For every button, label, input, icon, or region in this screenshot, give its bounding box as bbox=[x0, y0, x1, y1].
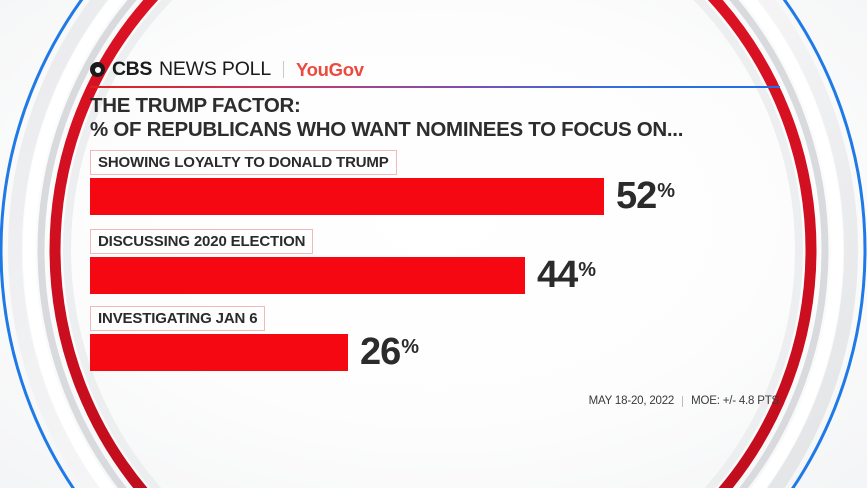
cbs-news-poll-header: CBS NEWS POLL YouGov bbox=[90, 58, 364, 80]
cbs-brand-text: CBS bbox=[112, 58, 152, 80]
page-title: THE TRUMP FACTOR: % OF REPUBLICANS WHO W… bbox=[90, 94, 684, 142]
bar-fill-1 bbox=[90, 178, 604, 215]
bar-label-2: DISCUSSING 2020 ELECTION bbox=[90, 229, 314, 254]
bar-row-3: 26 % bbox=[90, 331, 420, 374]
bar-row-2: 44 % bbox=[90, 254, 597, 297]
bar-fill-2 bbox=[90, 257, 525, 294]
bar-fill-3 bbox=[90, 334, 348, 371]
poll-dates: MAY 18-20, 2022 bbox=[588, 395, 675, 407]
cbs-news-poll-text: NEWS POLL bbox=[158, 58, 271, 80]
yougov-partner-text: YouGov bbox=[295, 58, 364, 80]
cbs-eye-icon bbox=[90, 62, 105, 78]
bar-value-3: 26 % bbox=[360, 331, 420, 374]
footer-divider bbox=[682, 395, 684, 407]
bar-label-1: SHOWING LOYALTY TO DONALD TRUMP bbox=[90, 150, 397, 175]
bar-value-2: 44 % bbox=[537, 254, 597, 297]
bar-value-number-2: 44 bbox=[537, 254, 578, 297]
bar-label-3: INVESTIGATING JAN 6 bbox=[90, 306, 266, 331]
bar-value-number-3: 26 bbox=[360, 331, 401, 374]
footer-note: MAY 18-20, 2022 MOE: +/- 4.8 PTS bbox=[588, 395, 780, 407]
margin-of-error: MOE: +/- 4.8 PTS bbox=[691, 395, 779, 407]
bar-group-2: DISCUSSING 2020 ELECTION 44 % bbox=[90, 229, 596, 294]
bar-row-1: 52 % bbox=[90, 175, 676, 218]
header-divider bbox=[282, 61, 284, 79]
header-gradient-rule bbox=[90, 86, 780, 88]
bar-value-percent-1: % bbox=[657, 180, 676, 203]
bar-value-number-1: 52 bbox=[616, 175, 657, 218]
bar-value-percent-2: % bbox=[578, 259, 597, 282]
bar-value-percent-3: % bbox=[401, 336, 420, 359]
bar-group-1: SHOWING LOYALTY TO DONALD TRUMP 52 % bbox=[90, 150, 675, 215]
bar-value-1: 52 % bbox=[616, 175, 676, 218]
bar-group-3: INVESTIGATING JAN 6 26 % bbox=[90, 306, 419, 371]
